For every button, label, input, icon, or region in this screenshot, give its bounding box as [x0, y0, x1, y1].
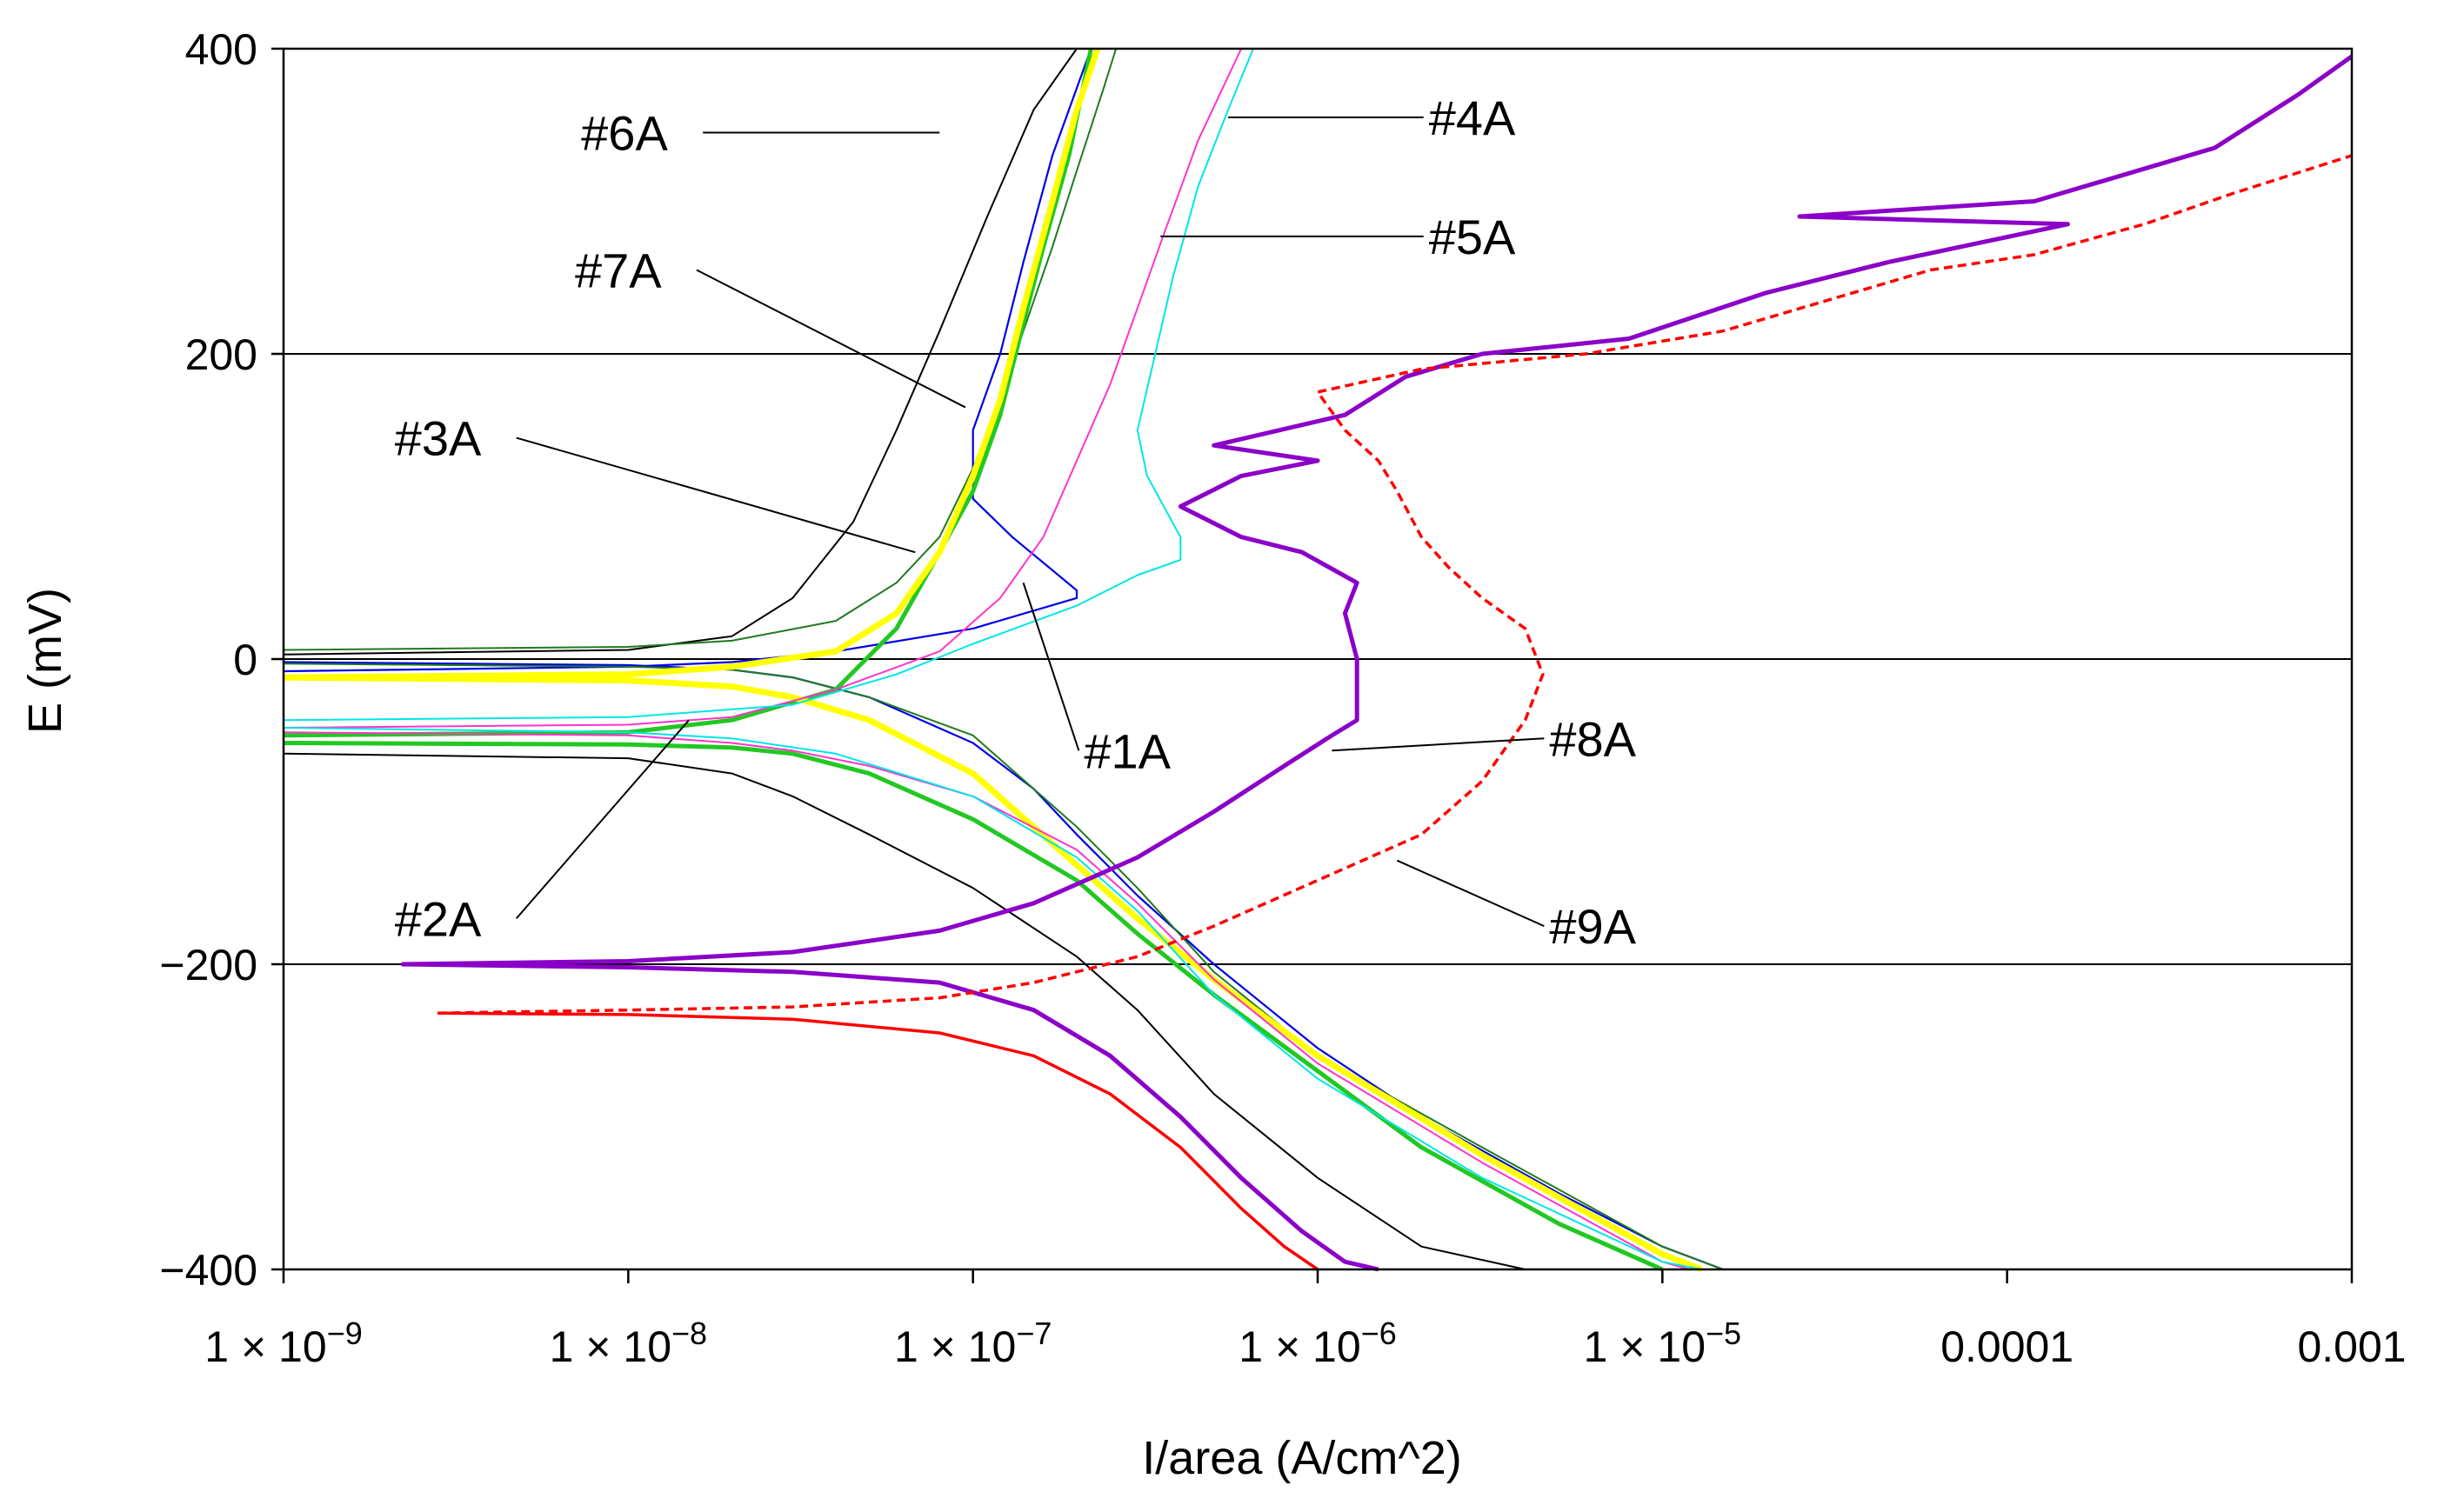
- x-axis-title: I/area (A/cm^2): [1142, 1432, 1461, 1484]
- x-tick-label: 1 × 10−7: [894, 1316, 1052, 1371]
- annotation-label-2A: #2A: [395, 891, 482, 946]
- annotation-label-3A: #3A: [395, 411, 482, 466]
- x-tick-label: 0.0001: [1940, 1322, 2073, 1371]
- series-line-5A-anodic: [283, 48, 1254, 722]
- annotation-leader-3A: [516, 436, 916, 554]
- data-series: [283, 47, 2354, 1273]
- series-line-2A-cathodic: [283, 674, 1703, 1273]
- x-axis-ticks: 1 × 10−9 1 × 10−8 1 × 10−7 1 × 10−6 1 × 10−5…: [204, 1269, 2407, 1371]
- x-tick-label: 1 × 10−9: [204, 1316, 362, 1371]
- series-line-5A-cathodic: [283, 727, 1702, 1270]
- gridlines: [284, 353, 2352, 965]
- series-line-9A-cathodic: [437, 1011, 1319, 1271]
- y-tick-label: 400: [185, 25, 257, 74]
- y-axis-title: E (mV): [19, 588, 71, 734]
- annotation-leader-9A: [1396, 859, 1545, 928]
- series-line-9A-anodic: [437, 154, 2353, 1015]
- annotation-leader-7A: [696, 269, 966, 409]
- annotation-label-5A: #5A: [1429, 210, 1516, 264]
- x-tick-label: 0.001: [2297, 1322, 2406, 1371]
- series-line-8A-anodic: [401, 54, 2354, 967]
- annotation-label-8A: #8A: [1549, 711, 1636, 766]
- series-line-6A-cathodic: [283, 752, 1526, 1270]
- series-line-1A-anodic: [283, 48, 1092, 673]
- annotation-label-9A: #9A: [1549, 899, 1636, 954]
- series-line-4A-cathodic: [283, 731, 1690, 1270]
- y-axis-ticks: 400 200 0 −200 −400: [159, 25, 284, 1295]
- annotation-leader-8A: [1332, 737, 1545, 752]
- annotation-leader-1A: [1022, 582, 1080, 751]
- series-line-4A-anodic: [283, 48, 1243, 729]
- annotation-leader-2A: [515, 719, 690, 920]
- y-tick-label: −400: [159, 1246, 257, 1295]
- y-tick-label: −200: [159, 941, 257, 989]
- curve-annotations: #6A #7A #3A #4A #5A #1A #2A #8A #9A: [395, 90, 1637, 954]
- series-line-3A-cathodic: [283, 741, 1664, 1272]
- x-tick-label: 1 × 10−5: [1584, 1316, 1741, 1371]
- series-line-8A-cathodic: [401, 962, 1379, 1272]
- annotation-label-1A: #1A: [1084, 723, 1171, 778]
- y-tick-label: 0: [233, 636, 257, 684]
- annotation-label-7A: #7A: [575, 243, 662, 297]
- annotation-label-4A: #4A: [1429, 90, 1516, 145]
- series-line-2A-anodic: [283, 47, 1101, 681]
- annotation-label-6A: #6A: [581, 106, 668, 161]
- y-tick-label: 200: [185, 330, 257, 379]
- x-tick-label: 1 × 10−6: [1239, 1316, 1396, 1371]
- x-tick-label: 1 × 10−8: [550, 1316, 707, 1371]
- series-line-3A-anodic: [283, 48, 1093, 738]
